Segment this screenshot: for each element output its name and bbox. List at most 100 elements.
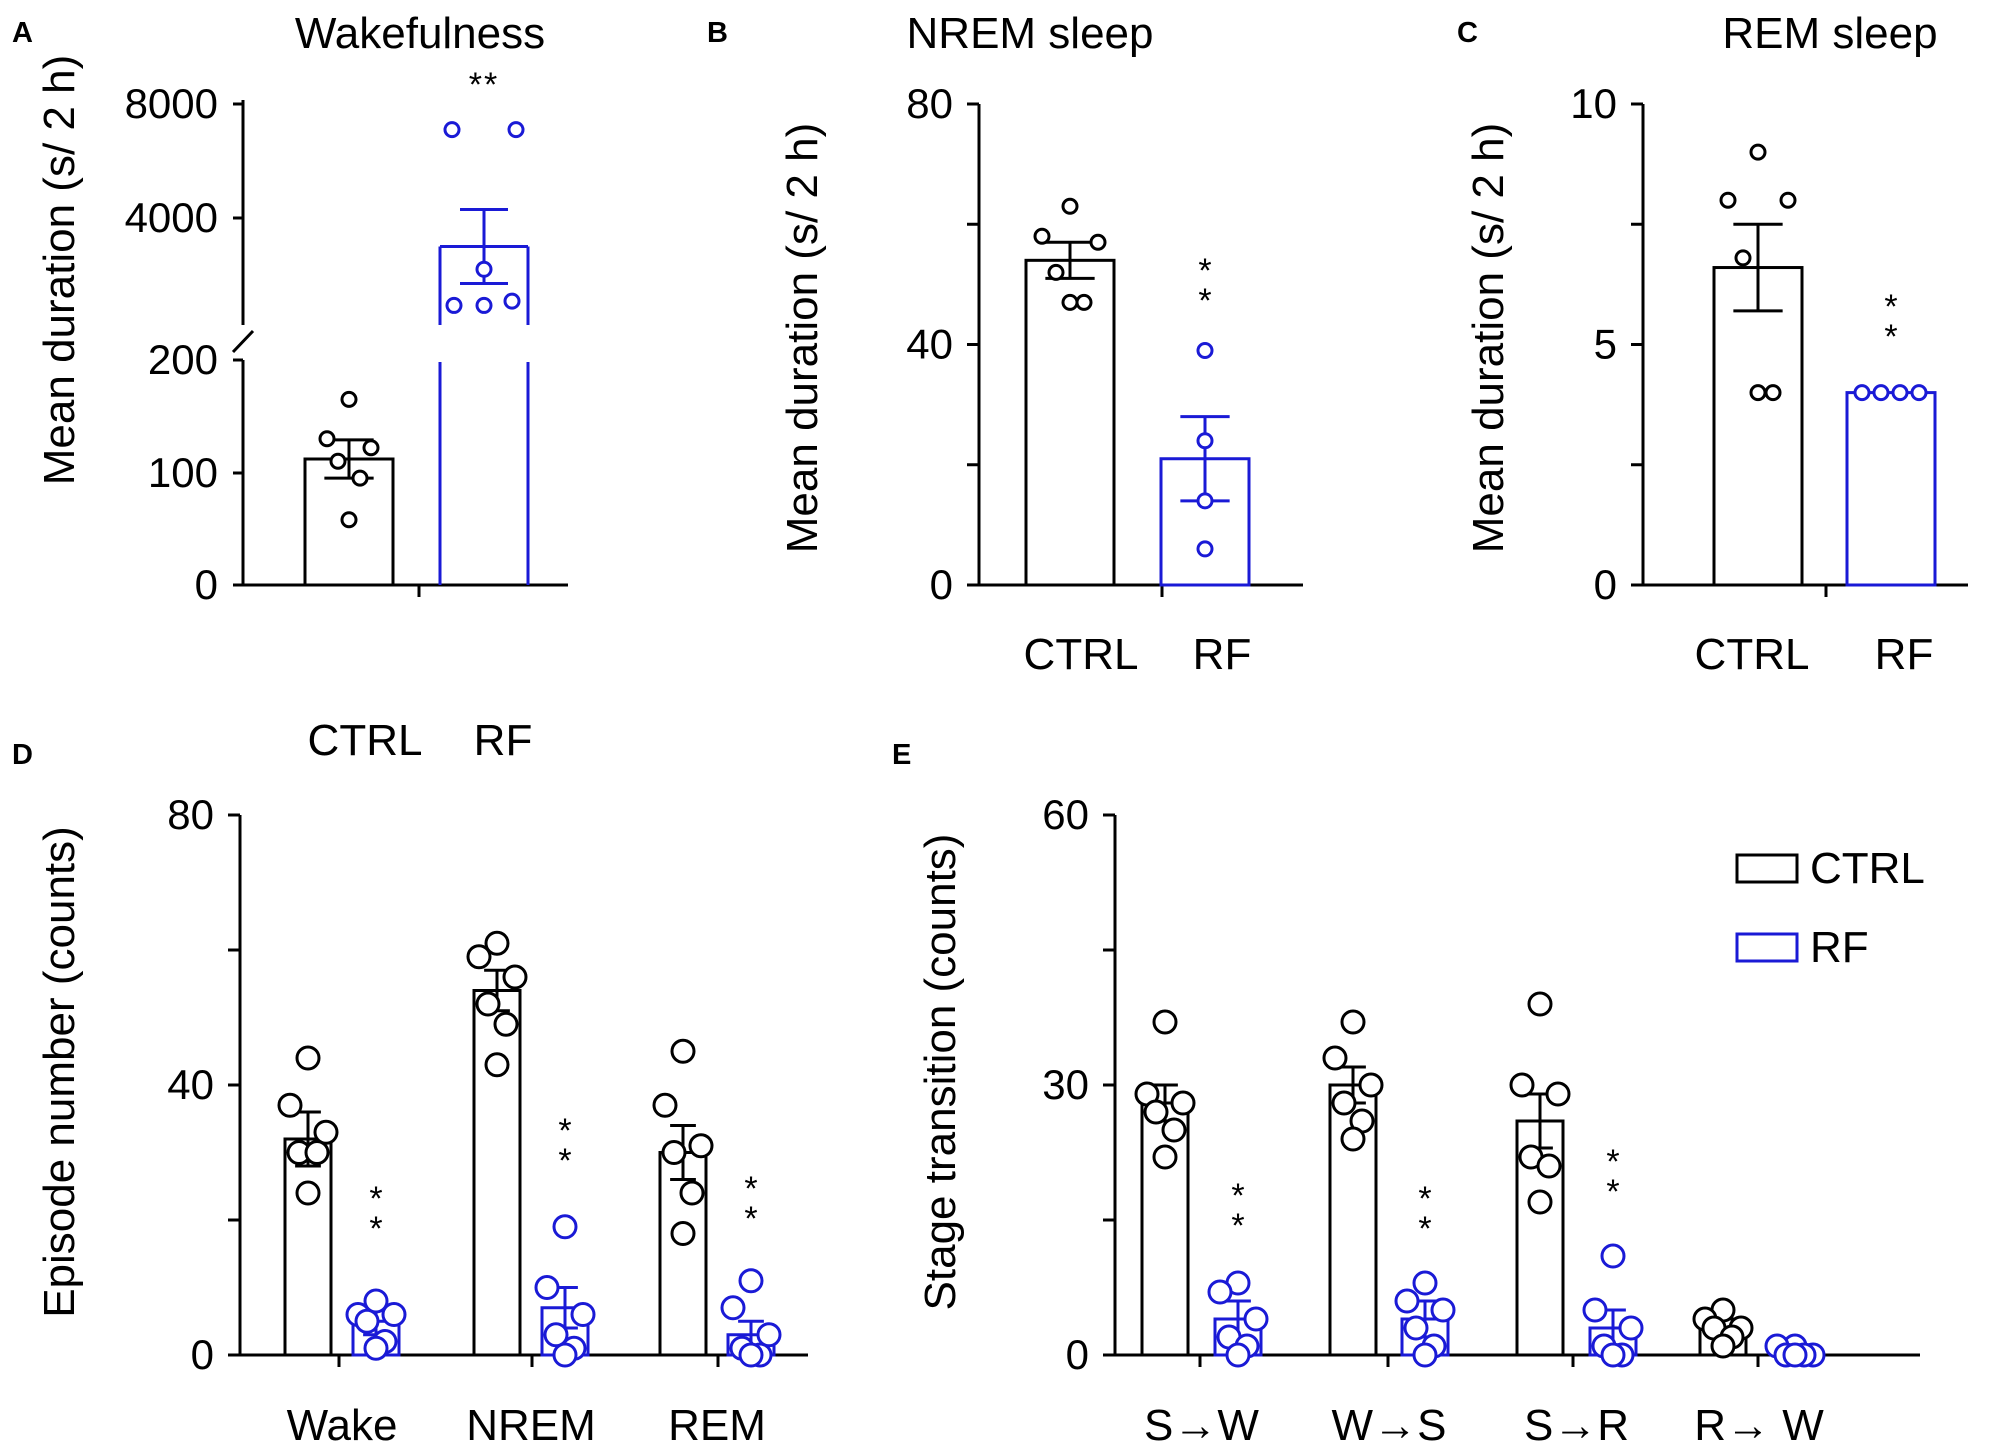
panel-b-ylabel: Mean duration (s/ 2 h) (778, 123, 827, 553)
panel-e-w-s-rf-point (1430, 1297, 1456, 1323)
panel-e-s-w-ctrl-point (1152, 1144, 1178, 1170)
panel-d-wake-significance-1: * (369, 1180, 382, 1218)
panel-d-wake-significance-2: * (369, 1210, 382, 1248)
panel-c-ctrl-point (1719, 191, 1737, 209)
panel-c-ctrl-point (1734, 249, 1752, 267)
panel-b-ctrl-point (1089, 233, 1107, 251)
panel-e-category-s-r: S→R (1524, 1401, 1629, 1450)
panel-e-w-s-ctrl-point (1340, 1126, 1366, 1152)
panel-b-ctrl-point (1061, 197, 1079, 215)
panel-e-s-r-significance-2: * (1606, 1173, 1619, 1211)
panel-c-ylabel: Mean duration (s/ 2 h) (1464, 123, 1513, 553)
panel-e-s-r-significance-1: * (1606, 1143, 1619, 1181)
panel-d-nrem-ctrl-point (484, 930, 510, 956)
panel-e-ytick-label: 60 (1042, 791, 1089, 838)
panel-e-w-s-rf-point (1394, 1288, 1420, 1314)
panel-d-nrem-rf-point (570, 1302, 596, 1327)
panel-a-ctrl-point (318, 430, 336, 448)
panel-d-category-wake: Wake (287, 1401, 398, 1450)
panel-b-title: NREM sleep (907, 9, 1154, 58)
panel-d-wake-rf-point (354, 1308, 380, 1334)
panel-a-rf-significance: ** (469, 66, 499, 104)
panel-d-rem-ctrl-point (688, 1133, 714, 1159)
panel-e-s-w-significance-2: * (1231, 1207, 1244, 1245)
panel-b-rf-point (1196, 342, 1214, 360)
panel-b-ctrl-point (1033, 227, 1051, 245)
panel-a-rf-point (445, 296, 463, 314)
panel-d-rem-ctrl-point (661, 1140, 687, 1165)
panel-e-s-r-rf-point (1600, 1342, 1626, 1368)
panel-e-s-r-ctrl-point (1527, 1189, 1553, 1215)
panel-a-tick-label-200: 200 (148, 336, 218, 383)
panel-e-s-w-ctrl-point (1143, 1099, 1169, 1125)
panel-d-rem-significance-2: * (744, 1200, 757, 1238)
panel-d-rem-significance-1: * (744, 1170, 757, 1208)
panel-d-wake-ctrl-point (277, 1092, 303, 1118)
panel-e-w-s-significance-1: * (1418, 1180, 1431, 1218)
panel-d-wake-rf-point (363, 1288, 389, 1314)
panel-a-rf-point (503, 292, 521, 310)
panel-d-nrem-significance-2: * (558, 1142, 571, 1180)
panel-e-s-w-ctrl-point (1152, 1009, 1178, 1035)
panel-b-ctrl-point (1061, 293, 1079, 311)
panel-e-w-s-ctrl-point (1331, 1090, 1357, 1116)
panel-e-r-w-ctrl-point (1710, 1333, 1736, 1359)
panel-b-rf-significance-1: * (1198, 252, 1211, 290)
panel-c-rf-point (1910, 384, 1928, 402)
panel-d-ytick-label: 40 (167, 1061, 214, 1108)
panel-c-ytick-label: 10 (1570, 80, 1617, 127)
panel-b-ctrl-point (1047, 263, 1065, 281)
panel-c-rf-point (1891, 384, 1909, 402)
panel-d-nrem-ctrl-point (475, 991, 501, 1017)
panel-d-nrem-ctrl-point (484, 1052, 510, 1078)
panel-e-w-s-rf-point (1412, 1270, 1438, 1296)
panel-c-category-rf: RF (1875, 630, 1934, 679)
panel-a-ylabel: Mean duration (s/ 2 h) (35, 55, 84, 485)
panel-d-header-rf: RF (474, 716, 533, 765)
panel-a-tick-label-0: 0 (195, 561, 218, 608)
legend-rf-swatch (1735, 932, 1799, 963)
panel-b-label: B (707, 17, 728, 49)
panel-d-nrem-ctrl-point (502, 964, 528, 990)
legend-rf-label: RF (1810, 923, 1869, 972)
panel-d-rem-rf-point (738, 1268, 764, 1294)
legend: CTRL RF (1735, 844, 1925, 972)
panel-d-rem-rf-point (720, 1295, 746, 1321)
panel-e-s-w-ctrl-point (1161, 1117, 1187, 1143)
panel-e-s-r-rf-point (1618, 1315, 1644, 1341)
panel-a-ctrl-point (351, 469, 369, 487)
panel-b-ytick-label: 80 (906, 80, 953, 127)
panel-e-w-s-ctrl-point (1322, 1045, 1348, 1071)
panel-e: E Stage transition (counts) 03060**S→W**… (892, 739, 1925, 1450)
panel-c-title: REM sleep (1722, 9, 1937, 58)
panel-c-ctrl-point (1749, 384, 1767, 402)
panel-d-category-rem: REM (668, 1401, 766, 1450)
panel-b-rf-point (1196, 492, 1214, 510)
panel-d-rem-ctrl-point (670, 1038, 696, 1064)
panel-c: C REM sleep Mean duration (s/ 2 h) CTRL … (1457, 9, 1968, 679)
panel-a-ctrl-point (340, 511, 358, 529)
panel-d-ylabel: Episode number (counts) (35, 826, 84, 1318)
panel-e-ylabel: Stage transition (counts) (916, 834, 965, 1311)
panel-a-label: A (12, 17, 33, 49)
panel-d-wake-ctrl-point (295, 1045, 321, 1071)
panel-c-ctrl-bar (1712, 266, 1804, 587)
panel-a-tick-label-4000: 4000 (125, 194, 218, 241)
panel-e-label: E (892, 739, 911, 771)
panel-a-rf-point (475, 260, 493, 278)
panel-d-nrem-rf-point (552, 1342, 578, 1368)
panel-c-ytick-label: 5 (1594, 321, 1617, 368)
panel-e-s-r-rf-point (1582, 1297, 1608, 1323)
panel-c-ctrl-point (1779, 191, 1797, 209)
panel-d-rem-ctrl-point (670, 1221, 696, 1246)
panel-d-nrem-rf-point (552, 1214, 578, 1240)
panel-a-rf-point (475, 296, 493, 314)
panel-c-rf-point (1853, 384, 1871, 402)
panel-e-r-w-rf-point (1782, 1342, 1808, 1368)
panel-d-rem-rf-point (756, 1322, 782, 1348)
panel-e-s-w-ctrl-point (1170, 1090, 1196, 1116)
panel-e-s-w-significance-1: * (1231, 1177, 1244, 1215)
panel-b-category-ctrl: CTRL (1024, 630, 1139, 679)
panel-d-nrem-ctrl-bar (472, 989, 522, 1357)
